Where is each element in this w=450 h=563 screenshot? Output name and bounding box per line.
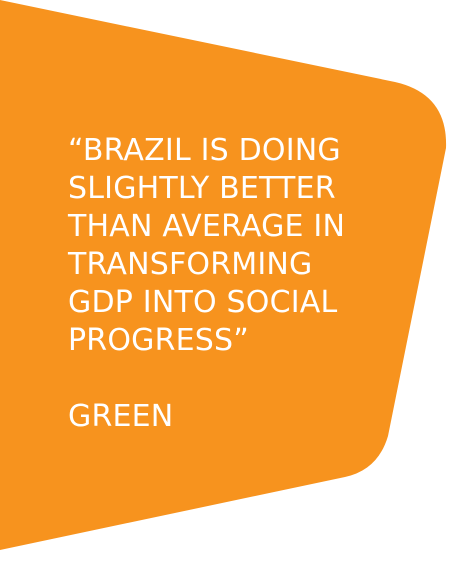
quote-line: GDP INTO SOCIAL (68, 285, 338, 320)
quote-attribution: GREEN (68, 399, 174, 434)
quote-line: THAN AVERAGE IN (68, 209, 346, 244)
quote-line: SLIGHTLY BETTER (68, 171, 336, 206)
orange-panel-shape (0, 0, 447, 550)
quote-line: “BRAZIL IS DOING (68, 133, 341, 168)
quote-block: “BRAZIL IS DOING SLIGHTLY BETTER THAN AV… (68, 132, 398, 436)
quote-line: TRANSFORMING (68, 247, 313, 282)
quote-text: “BRAZIL IS DOING SLIGHTLY BETTER THAN AV… (68, 132, 398, 360)
quote-line: PROGRESS” (68, 323, 250, 358)
